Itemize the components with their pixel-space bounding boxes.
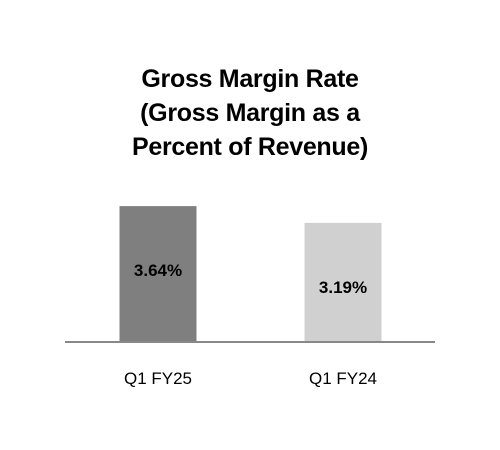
value-labels-group: 3.64% 3.19% [134,261,367,297]
category-label-q1-fy25: Q1 FY25 [124,369,192,388]
chart-title: Gross Margin Rate (Gross Margin as a Per… [0,62,500,164]
bar-q1-fy25 [119,206,197,342]
chart-title-line-3: Percent of Revenue) [131,133,369,161]
chart-title-line-1: Gross Margin Rate [141,65,359,93]
bars-group [119,206,382,342]
bar-q1-fy24 [304,222,382,342]
category-labels-group: Q1 FY25 Q1 FY24 [124,369,377,388]
chart-title-line-2: (Gross Margin as a [140,99,360,127]
value-label-q1-fy25: 3.64% [134,261,182,280]
value-label-q1-fy24: 3.19% [319,278,367,297]
category-label-q1-fy24: Q1 FY24 [309,369,377,388]
